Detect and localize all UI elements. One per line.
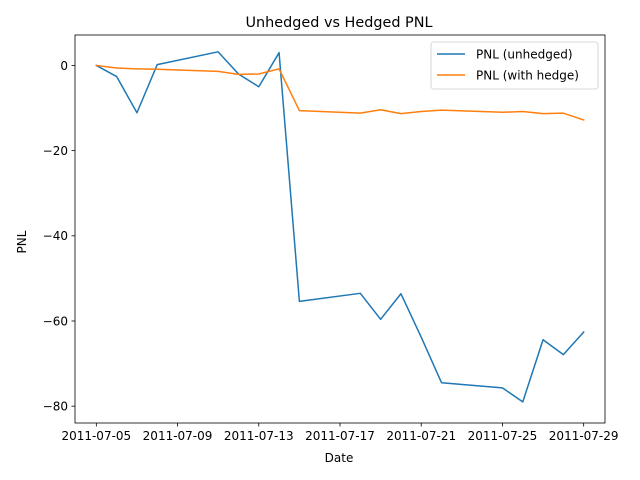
x-tick-label: 2011-07-25 [468, 429, 538, 443]
chart-title: Unhedged vs Hedged PNL [245, 15, 432, 31]
y-tick-label: −20 [43, 144, 68, 158]
legend-label: PNL (unhedged) [476, 47, 573, 61]
plot-area: 2011-07-05 2011-07-09 2011-07-13 2011-07-17… [43, 34, 619, 443]
y-tick-label: −40 [43, 229, 68, 243]
series-layer [95, 51, 585, 403]
y-tick-label: 0 [60, 59, 68, 73]
x-tick-label: 2011-07-17 [305, 429, 375, 443]
x-tick-label: 2011-07-05 [61, 429, 131, 443]
y-tick-label: −60 [43, 314, 68, 328]
y-axis-label: PNL [15, 230, 29, 253]
x-tick-label: 2011-07-09 [143, 429, 213, 443]
legend: PNL (unhedged) PNL (with hedge) [430, 41, 599, 90]
x-tick-label: 2011-07-29 [549, 429, 619, 443]
legend-label: PNL (with hedge) [476, 68, 579, 82]
series-line-unhedged [95, 51, 585, 403]
y-tick-label: −80 [43, 399, 68, 413]
x-axis-label: Date [325, 451, 354, 465]
x-tick-label: 2011-07-21 [386, 429, 456, 443]
series-line-hedged [95, 64, 585, 121]
x-tick-label: 2011-07-13 [224, 429, 294, 443]
axes-layer: 2011-07-05 2011-07-09 2011-07-13 2011-07-17… [43, 34, 619, 443]
legend-box [430, 41, 599, 90]
